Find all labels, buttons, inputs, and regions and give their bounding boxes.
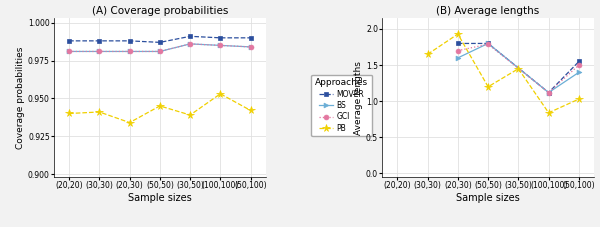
MOVER bbox=[545, 91, 552, 94]
PB bbox=[247, 109, 254, 112]
MOVER bbox=[485, 42, 492, 45]
GCI bbox=[454, 49, 461, 52]
Line: PB: PB bbox=[65, 90, 254, 126]
BS bbox=[217, 44, 224, 47]
Line: GCI: GCI bbox=[455, 42, 581, 95]
PB bbox=[545, 111, 552, 114]
PB bbox=[485, 85, 492, 88]
Title: (A) Coverage probabilities: (A) Coverage probabilities bbox=[92, 6, 228, 16]
PB bbox=[424, 53, 431, 56]
X-axis label: Sample sizes: Sample sizes bbox=[456, 193, 520, 203]
BS bbox=[65, 50, 73, 53]
Line: MOVER: MOVER bbox=[455, 41, 581, 95]
PB bbox=[96, 111, 103, 113]
PB bbox=[65, 112, 73, 115]
GCI bbox=[575, 64, 583, 67]
PB bbox=[575, 98, 583, 100]
Title: (B) Average lengths: (B) Average lengths bbox=[436, 6, 540, 16]
MOVER bbox=[65, 39, 73, 42]
Line: PB: PB bbox=[424, 30, 583, 117]
Line: GCI: GCI bbox=[67, 42, 253, 54]
GCI bbox=[545, 91, 552, 94]
BS bbox=[156, 50, 163, 53]
PB bbox=[126, 121, 133, 124]
PB bbox=[187, 114, 194, 116]
GCI bbox=[187, 42, 194, 45]
Line: MOVER: MOVER bbox=[67, 34, 253, 45]
Y-axis label: Average lengths: Average lengths bbox=[354, 61, 363, 135]
BS bbox=[485, 42, 492, 45]
GCI bbox=[217, 44, 224, 47]
GCI bbox=[126, 50, 133, 53]
GCI bbox=[156, 50, 163, 53]
GCI bbox=[247, 46, 254, 48]
MOVER bbox=[156, 41, 163, 44]
Line: BS: BS bbox=[455, 41, 581, 95]
BS bbox=[96, 50, 103, 53]
BS bbox=[454, 57, 461, 59]
GCI bbox=[485, 43, 492, 46]
BS bbox=[187, 42, 194, 45]
MOVER bbox=[217, 37, 224, 39]
PB bbox=[217, 92, 224, 95]
MOVER bbox=[247, 37, 254, 39]
MOVER bbox=[96, 39, 103, 42]
Legend: MOVER, BS, GCI, PB: MOVER, BS, GCI, PB bbox=[311, 75, 372, 136]
GCI bbox=[65, 50, 73, 53]
BS bbox=[247, 46, 254, 48]
BS bbox=[545, 91, 552, 94]
PB bbox=[156, 105, 163, 107]
PB bbox=[454, 33, 461, 35]
GCI bbox=[96, 50, 103, 53]
MOVER bbox=[187, 35, 194, 38]
MOVER bbox=[454, 42, 461, 45]
X-axis label: Sample sizes: Sample sizes bbox=[128, 193, 192, 203]
Y-axis label: Coverage probabilities: Coverage probabilities bbox=[16, 47, 25, 149]
Line: BS: BS bbox=[67, 42, 253, 54]
BS bbox=[126, 50, 133, 53]
BS bbox=[575, 71, 583, 74]
MOVER bbox=[575, 60, 583, 63]
PB bbox=[515, 67, 522, 70]
MOVER bbox=[126, 39, 133, 42]
